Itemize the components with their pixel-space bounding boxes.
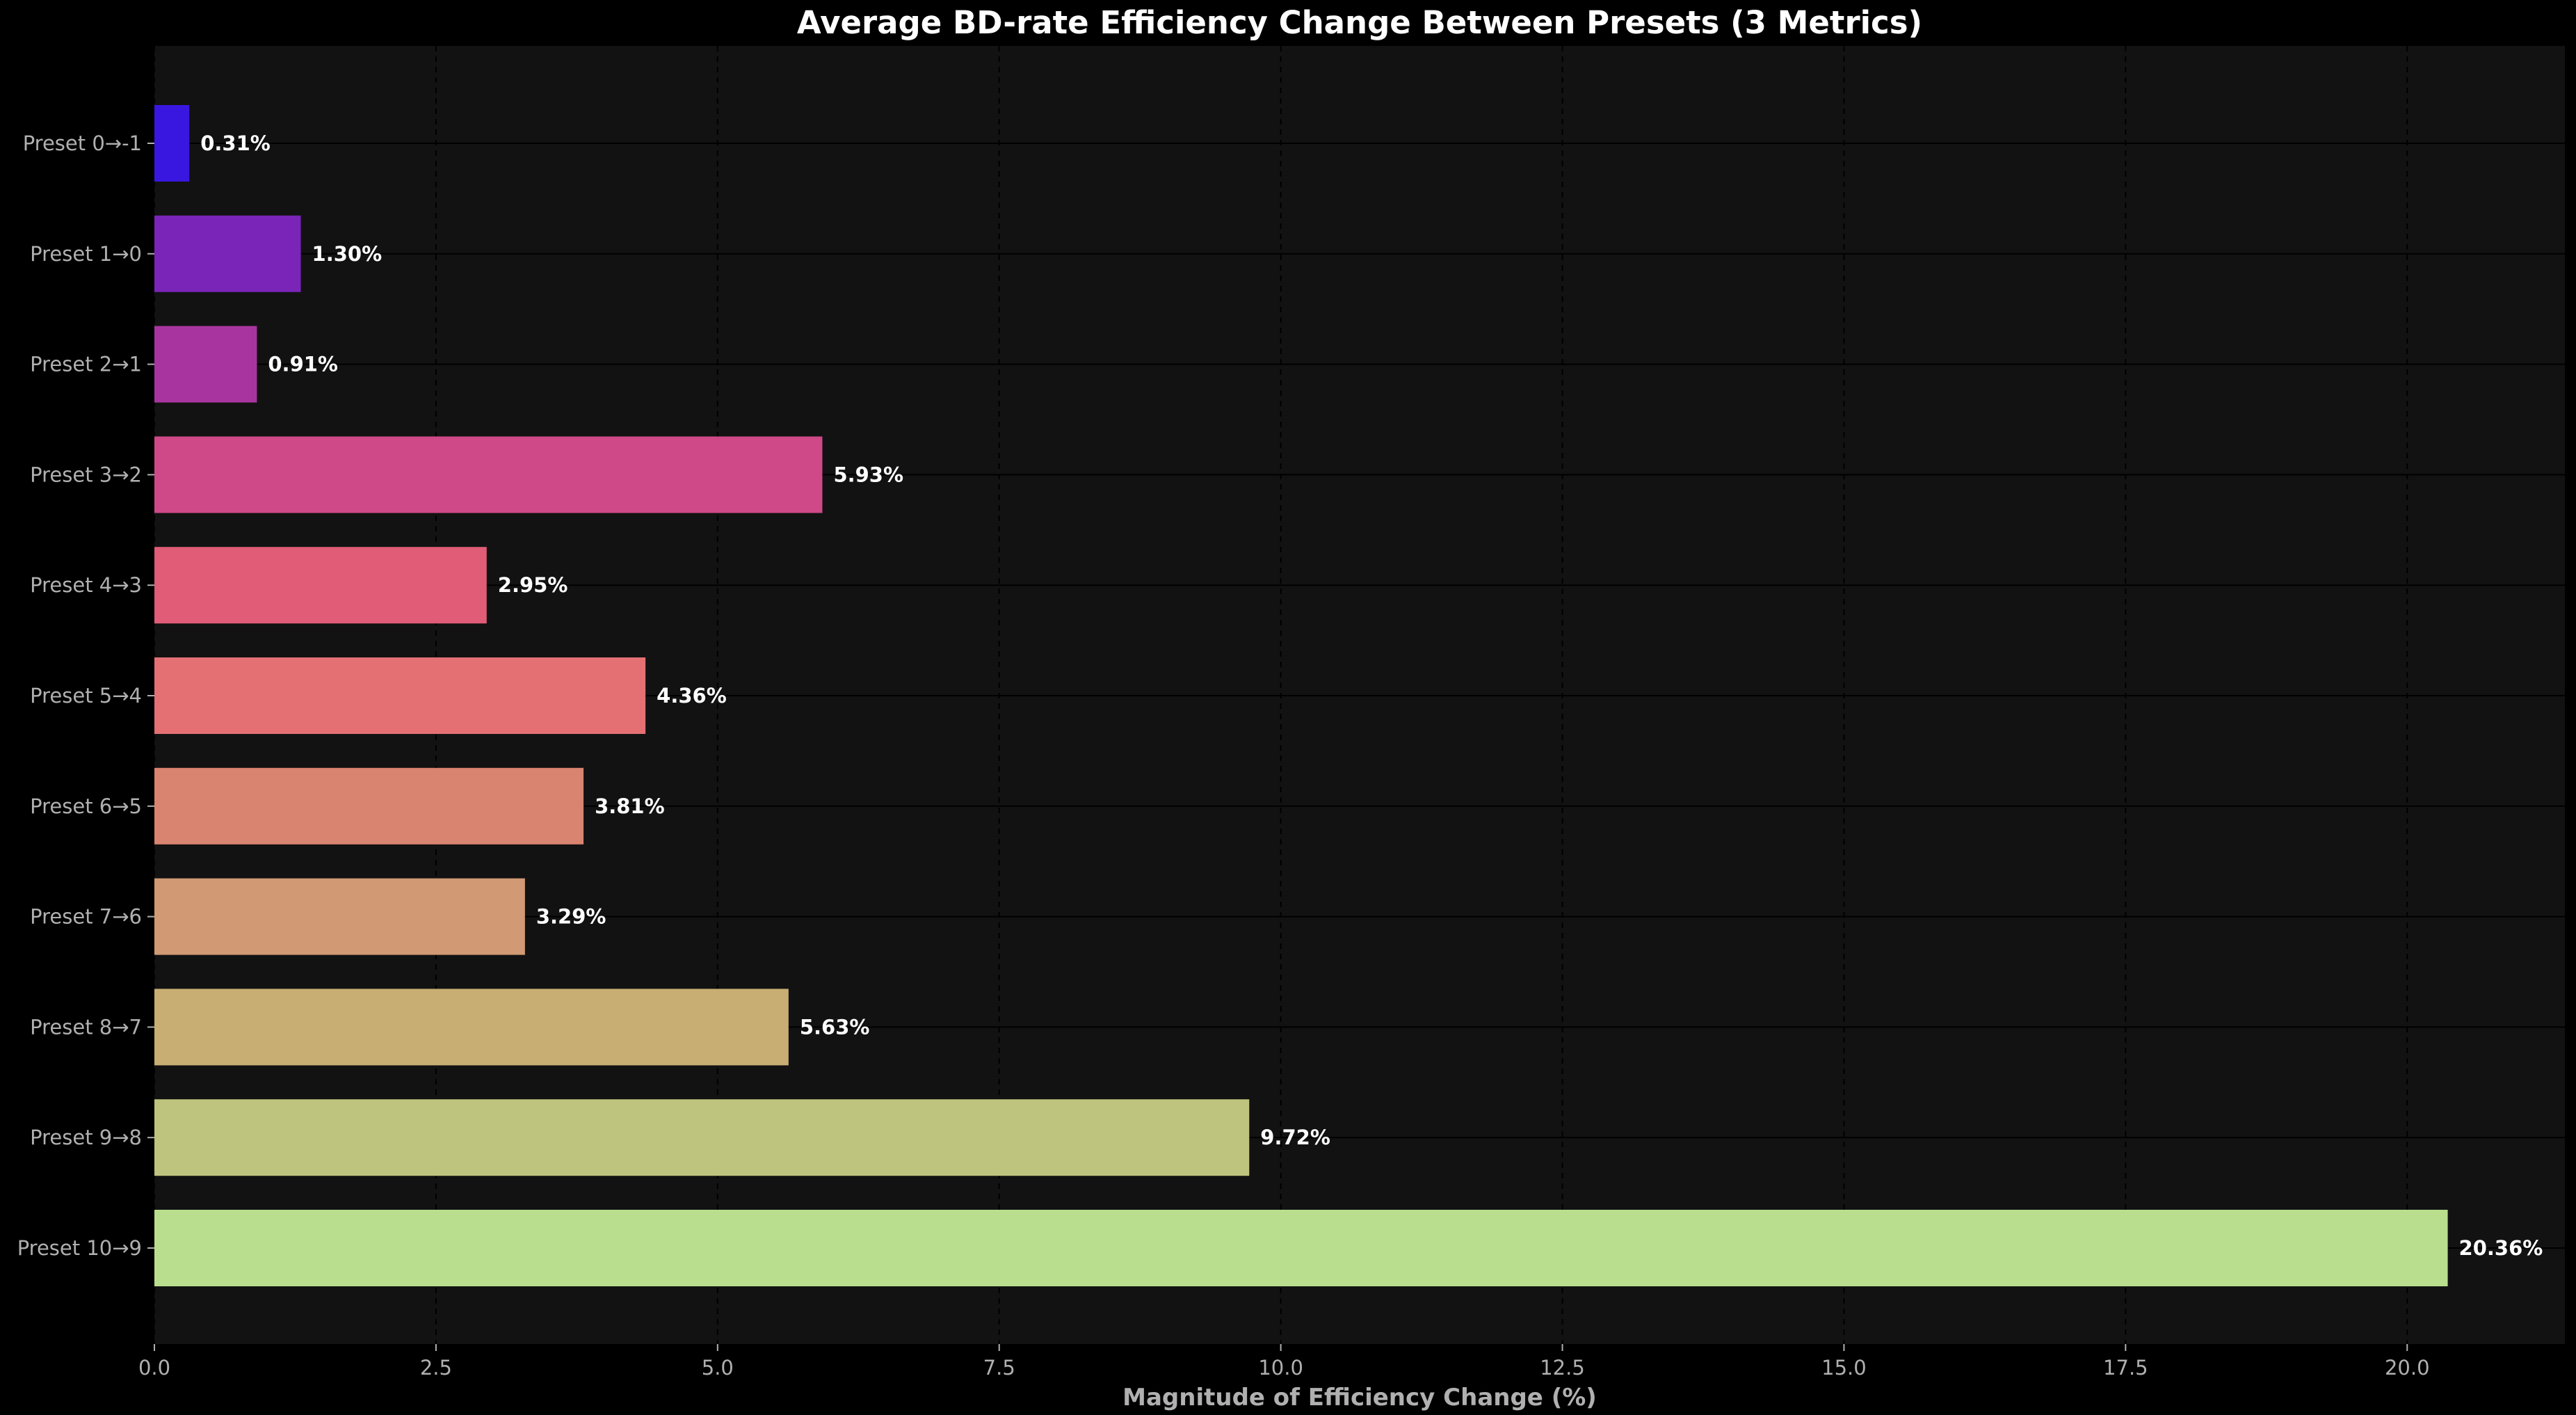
- data-label: 3.29%: [536, 905, 606, 929]
- y-tick-labels: Preset 0→-1 Preset 1→0 Preset 2→1 Preset 3→…: [17, 131, 154, 1260]
- x-tick-label: 5.0: [702, 1356, 734, 1380]
- bar: [154, 1099, 1250, 1176]
- x-tick-label: 0.0: [138, 1356, 170, 1380]
- value-labels: 0.31% 1.30% 0.91% 5.93% 2.95% 4.36% 3.81% 3.29%…: [200, 131, 2543, 1260]
- x-tick-labels: 0.0 2.5 5.0 7.5 10.0 12.5 15.0 17.5 20.0: [138, 1344, 2430, 1380]
- bar: [154, 326, 257, 403]
- data-label: 1.30%: [312, 242, 383, 266]
- y-tick-label: Preset 5→4: [30, 684, 142, 708]
- x-tick-label: 2.5: [420, 1356, 452, 1380]
- data-label: 3.81%: [595, 794, 665, 818]
- x-tick-label: 12.5: [1540, 1356, 1585, 1380]
- x-tick-label: 20.0: [2385, 1356, 2430, 1380]
- data-label: 9.72%: [1260, 1126, 1330, 1149]
- x-axis-label: Magnitude of Efficiency Change (%): [1122, 1384, 1597, 1412]
- bar: [154, 767, 584, 845]
- data-label: 0.31%: [200, 131, 271, 155]
- x-tick-label: 7.5: [983, 1356, 1015, 1380]
- data-label: 2.95%: [498, 573, 568, 597]
- y-tick-label: Preset 7→6: [30, 905, 142, 929]
- bar: [154, 215, 301, 292]
- x-tick-label: 17.5: [2103, 1356, 2148, 1380]
- y-tick-label: Preset 3→2: [30, 463, 142, 486]
- bars: [154, 105, 2448, 1286]
- y-tick-label: Preset 6→5: [30, 794, 142, 818]
- bar: [154, 878, 525, 955]
- bar: [154, 436, 823, 513]
- y-tick-label: Preset 8→7: [30, 1015, 142, 1039]
- bar: [154, 105, 190, 182]
- bar: [154, 657, 646, 734]
- data-label: 5.63%: [800, 1015, 870, 1039]
- y-tick-label: Preset 0→-1: [23, 131, 142, 155]
- y-tick-label: Preset 4→3: [30, 573, 142, 597]
- chart-title: Average BD-rate Efficiency Change Betwee…: [797, 4, 1922, 41]
- data-label: 5.93%: [833, 463, 903, 486]
- data-label: 4.36%: [657, 684, 727, 708]
- y-tick-label: Preset 10→9: [17, 1236, 142, 1260]
- y-tick-label: Preset 2→1: [30, 353, 142, 376]
- data-label: 0.91%: [268, 353, 338, 376]
- data-label: 20.36%: [2459, 1236, 2543, 1260]
- x-tick-label: 15.0: [1821, 1356, 1867, 1380]
- bar: [154, 547, 487, 624]
- y-tick-label: Preset 9→8: [30, 1126, 142, 1149]
- x-tick-label: 10.0: [1258, 1356, 1303, 1380]
- bar: [154, 1210, 2448, 1286]
- y-tick-label: Preset 1→0: [30, 242, 142, 266]
- bar: [154, 989, 789, 1066]
